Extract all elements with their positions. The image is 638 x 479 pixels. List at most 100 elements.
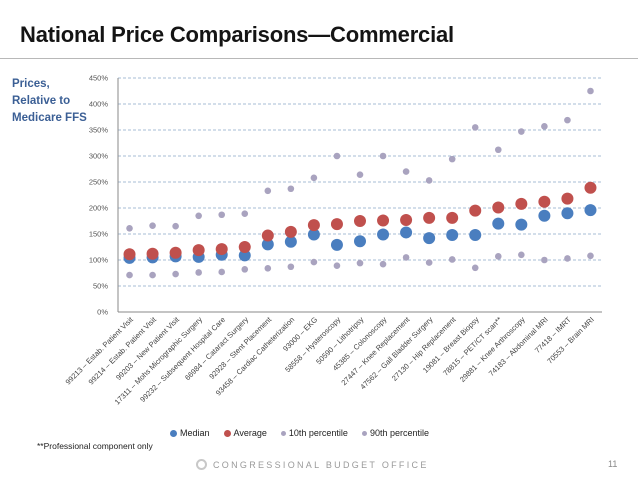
point-p10: [587, 252, 594, 260]
legend-label-p10: 10th percentile: [288, 428, 348, 438]
point-p10: [379, 260, 387, 268]
point-p10: [264, 265, 272, 272]
point-average: [446, 211, 459, 224]
point-p10: [310, 258, 318, 266]
point-p90: [126, 224, 133, 232]
point-median: [261, 238, 274, 251]
point-p10: [425, 259, 433, 266]
point-p90: [310, 174, 318, 182]
y-tick-label: 300%: [89, 152, 109, 161]
point-average: [469, 204, 482, 217]
point-average: [169, 246, 182, 259]
axes: [117, 78, 602, 313]
legend-label-average: Average: [233, 428, 267, 438]
point-median: [307, 228, 320, 241]
point-p10: [149, 271, 156, 279]
point-median: [423, 232, 436, 245]
point-average: [423, 211, 436, 224]
point-median: [446, 229, 459, 242]
point-p90: [149, 222, 156, 229]
y-axis-title-line-1: Prices,: [12, 78, 50, 90]
legend-item-average: Average: [223, 428, 267, 438]
point-average: [377, 214, 390, 227]
point-median: [400, 226, 413, 239]
point-p10: [195, 269, 202, 276]
point-p90: [448, 155, 456, 163]
point-p90: [218, 211, 226, 219]
y-axis-title-line-3: Medicare FFS: [12, 112, 87, 124]
footer-org-name: CONGRESSIONAL BUDGET OFFICE: [213, 459, 429, 470]
point-p90: [241, 210, 249, 218]
legend-label-median: Median: [180, 428, 210, 438]
point-p90: [425, 177, 433, 184]
point-average: [561, 192, 574, 205]
point-median: [561, 207, 574, 220]
point-p90: [541, 123, 548, 130]
point-p10: [402, 254, 410, 261]
point-p10: [333, 262, 341, 270]
y-tick-label: 450%: [89, 74, 109, 83]
point-p10: [356, 259, 364, 267]
y-tick-label: 100%: [89, 256, 109, 265]
point-average: [261, 229, 274, 242]
point-p10: [518, 251, 525, 259]
legend-item-median: Median: [170, 428, 210, 438]
legend-label-p90: 90th percentile: [369, 428, 429, 438]
point-p90: [402, 168, 410, 175]
point-p90: [564, 116, 571, 124]
legend-item-p10: 10th percentile: [280, 428, 348, 438]
point-median: [469, 229, 482, 242]
point-p90: [587, 87, 594, 95]
y-tick-label: 50%: [93, 282, 108, 291]
point-average: [584, 181, 597, 194]
y-tick-labels: 0% 50% 100% 150% 200% 250% 300% 350% 400% 450%: [89, 74, 109, 317]
point-p10: [471, 264, 479, 272]
data-points: [123, 87, 597, 279]
page-number: 11: [608, 459, 618, 469]
point-average: [354, 215, 366, 227]
y-tick-label: 200%: [89, 204, 109, 213]
legend-marker-average: [223, 429, 231, 437]
point-median: [238, 249, 251, 262]
footnote: **Professional component only: [37, 441, 153, 451]
chart-legend: Median Average 10th percentile 90th perc…: [170, 428, 429, 438]
y-axis-title-line-2: Relative to: [12, 95, 71, 107]
point-average: [146, 247, 159, 260]
point-median: [354, 235, 366, 248]
point-average: [123, 248, 136, 261]
point-p90: [172, 222, 179, 230]
footer: CONGRESSIONAL BUDGET OFFICE: [196, 459, 429, 470]
legend-marker-p90: [361, 430, 367, 436]
point-p10: [241, 266, 249, 273]
point-average: [538, 195, 551, 208]
legend-item-p90: 90th percentile: [361, 428, 429, 438]
point-p10: [172, 270, 179, 278]
title-divider: [0, 58, 638, 59]
point-p90: [379, 152, 387, 160]
point-p10: [494, 253, 502, 260]
point-average: [400, 213, 413, 226]
point-average: [515, 197, 528, 210]
point-p10: [448, 256, 456, 263]
point-average: [307, 219, 320, 232]
point-median: [584, 204, 597, 217]
point-median: [284, 235, 297, 248]
point-average: [330, 218, 343, 231]
point-median: [492, 217, 505, 230]
point-p10: [541, 256, 548, 264]
point-p90: [494, 146, 502, 154]
point-p10: [218, 268, 226, 276]
point-average: [492, 201, 505, 214]
point-p90: [471, 124, 479, 131]
y-tick-label: 250%: [89, 178, 109, 187]
point-p90: [518, 128, 525, 135]
point-p10: [126, 271, 133, 279]
cbo-seal-icon: [196, 459, 207, 470]
point-average: [284, 225, 297, 238]
point-p10: [564, 255, 571, 262]
point-average: [192, 244, 205, 257]
legend-marker-median: [170, 429, 177, 437]
legend-marker-p10: [280, 430, 286, 436]
point-median: [515, 218, 528, 231]
